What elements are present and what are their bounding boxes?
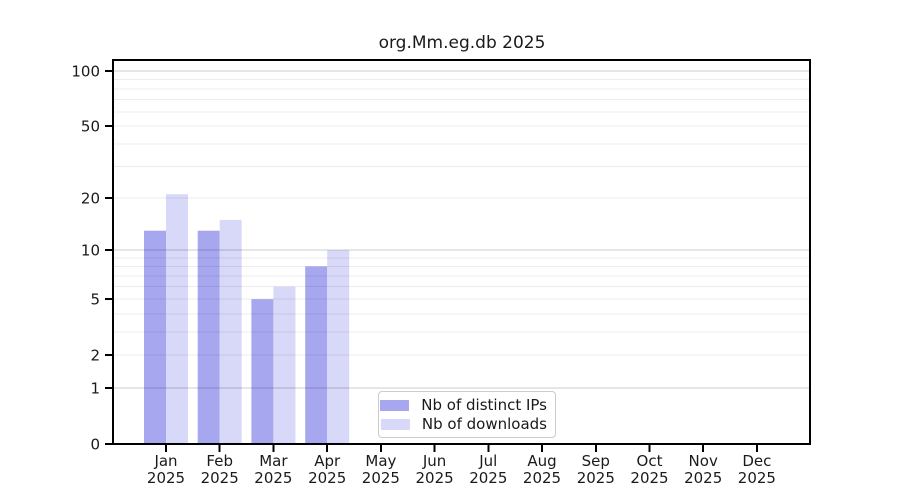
legend-swatch-downloads-icon <box>380 419 410 430</box>
legend-item-downloads: Nb of downloads <box>380 415 547 434</box>
bar-downloads-mar <box>273 286 296 444</box>
y-tick-label: 100 <box>71 63 100 81</box>
bar-downloads-jan <box>166 194 188 444</box>
legend-swatch-distinct-ips-icon <box>380 400 410 411</box>
y-tick-label: 20 <box>81 189 100 207</box>
bar-downloads-apr <box>327 250 350 444</box>
x-tick-label: Feb 2025 <box>201 452 239 487</box>
x-tick-label: Mar 2025 <box>254 452 292 487</box>
gridlines-layer <box>113 70 810 389</box>
y-tick-label: 50 <box>81 118 100 136</box>
legend-label-downloads: Nb of downloads <box>421 415 547 433</box>
bar-distinct-ips-feb <box>197 230 220 444</box>
y-tick-label: 0 <box>90 436 100 454</box>
x-tick-label: May 2025 <box>362 452 400 487</box>
plot-frame <box>112 59 811 445</box>
legend-item-distinct-ips: Nb of distinct IPs <box>380 396 547 415</box>
x-tick-label: Dec 2025 <box>738 452 776 487</box>
bar-distinct-ips-jan <box>144 230 166 444</box>
x-tick-label: Oct 2025 <box>630 452 668 487</box>
ticks-layer <box>105 70 758 452</box>
y-tick-label: 5 <box>90 291 100 309</box>
bar-downloads-feb <box>219 219 242 444</box>
bars-layer <box>144 194 350 444</box>
y-tick-label: 10 <box>81 242 100 260</box>
bar-distinct-ips-mar <box>251 299 274 444</box>
y-tick-label: 2 <box>90 347 100 365</box>
legend-label-distinct-ips: Nb of distinct IPs <box>421 396 547 414</box>
x-tick-label: Sep 2025 <box>577 452 615 487</box>
x-tick-label: Apr 2025 <box>308 452 346 487</box>
bar-distinct-ips-apr <box>305 266 328 444</box>
x-tick-label: Nov 2025 <box>684 452 722 487</box>
x-tick-label: Jun 2025 <box>416 452 454 487</box>
x-tick-label: Jan 2025 <box>147 452 185 487</box>
chart-title: org.Mm.eg.db 2025 <box>378 33 546 53</box>
y-tick-label: 1 <box>90 380 100 398</box>
legend: Nb of distinct IPs Nb of downloads <box>378 391 556 438</box>
tick-labels-layer: 0 1 2 5 10 20 50 100 Jan 2025 Feb 2025 Mar 2025 Apr 202… <box>71 63 776 488</box>
x-tick-label: Jul 2025 <box>469 452 507 487</box>
x-tick-label: Aug 2025 <box>523 452 561 487</box>
